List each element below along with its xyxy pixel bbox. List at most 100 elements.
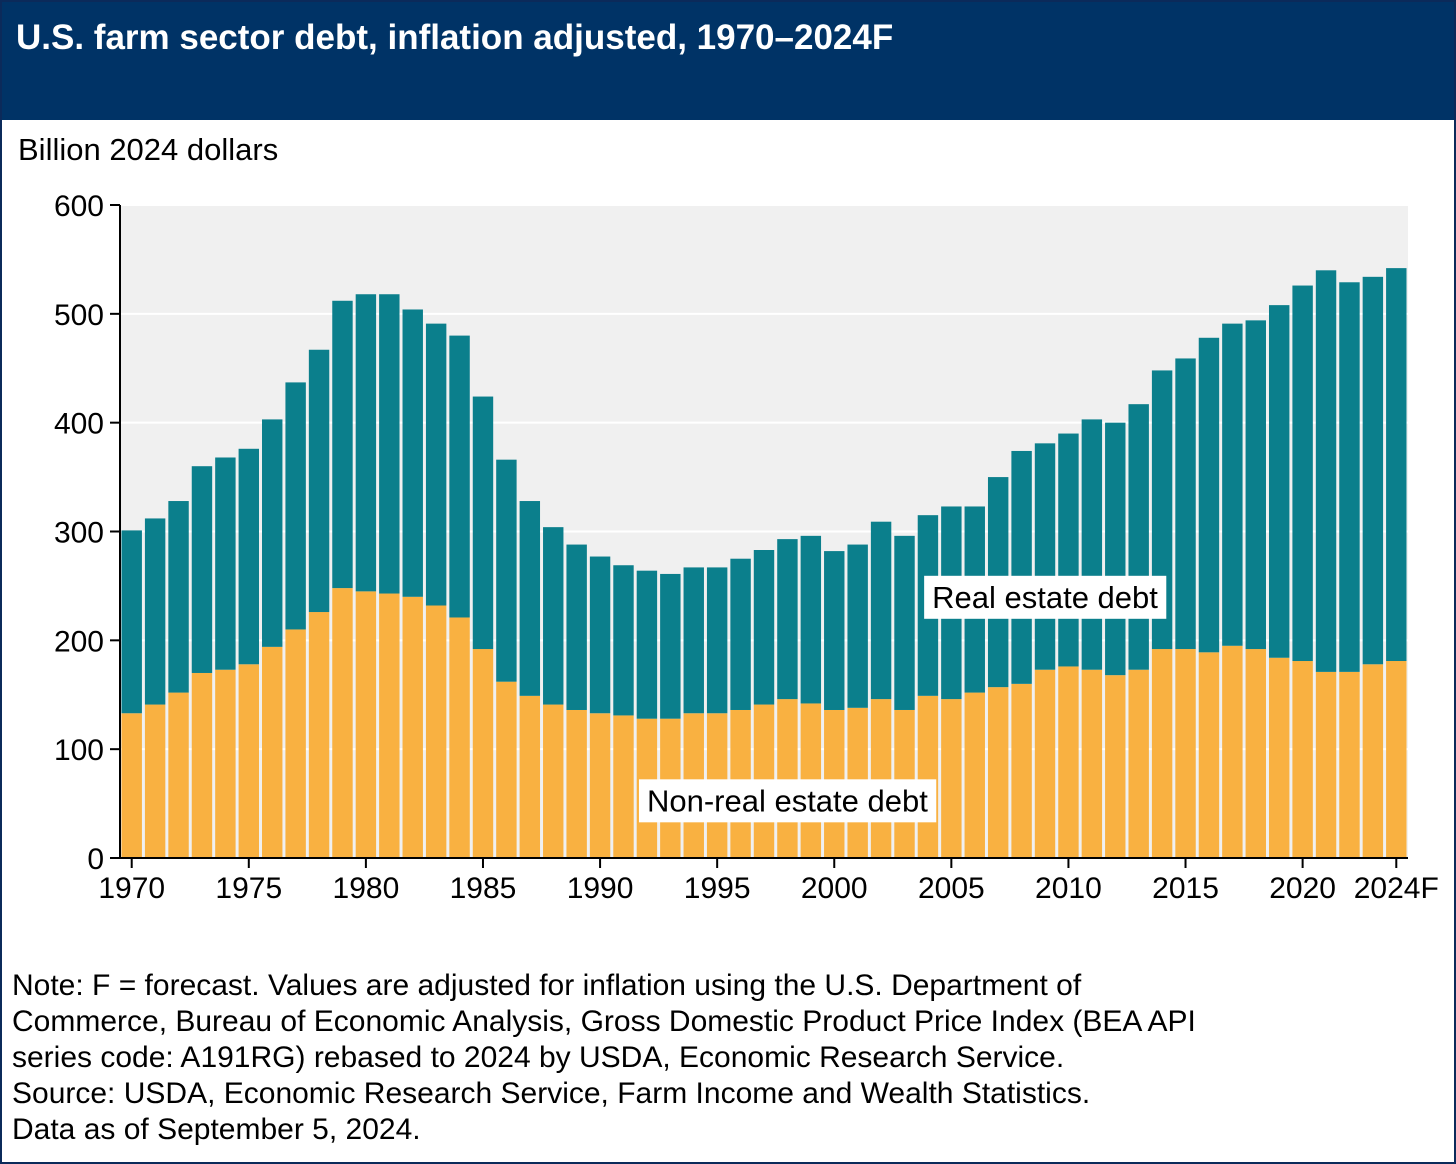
bar-non-real-estate [425, 605, 447, 858]
bar-non-real-estate [332, 588, 353, 858]
y-tick-label: 0 [87, 843, 104, 876]
x-tick-label: 2000 [801, 872, 868, 905]
bar-non-real-estate [1315, 671, 1337, 858]
bar-non-real-estate [1292, 661, 1313, 858]
annotation-box [924, 575, 1167, 619]
bar-real-estate [800, 535, 822, 704]
x-tick-labels: 1970 1975 1980 1985 1990 1995 2000 2005 2010 2015… [98, 872, 1438, 905]
bar-non-real-estate [1175, 649, 1196, 858]
bar-real-estate [660, 573, 681, 719]
bar-real-estate [730, 558, 751, 710]
bar-real-estate [425, 323, 447, 606]
bar-non-real-estate [941, 699, 962, 858]
bar-non-real-estate [1268, 657, 1290, 858]
footnote: Note: F = forecast. Values are adjusted … [12, 968, 1432, 1148]
bar-real-estate [589, 556, 611, 714]
bar-non-real-estate [308, 612, 330, 858]
source-line: Source: USDA, Economic Research Service,… [12, 1077, 1091, 1110]
bar-real-estate [519, 501, 541, 696]
bar-non-real-estate [1151, 649, 1173, 858]
bar-real-estate [683, 567, 704, 714]
bar-non-real-estate [1011, 683, 1032, 858]
bar-non-real-estate [1105, 675, 1126, 858]
bar-non-real-estate [355, 591, 377, 858]
bar-non-real-estate [1058, 666, 1079, 858]
bar-non-real-estate [917, 695, 939, 858]
x-tick-label: 2020 [1269, 872, 1336, 905]
bar-real-estate [332, 300, 353, 589]
note-line: Note: F = forecast. Values are adjusted … [12, 969, 1082, 1002]
label-non-real-estate-debt: Non-real estate debt [647, 783, 928, 818]
bar-non-real-estate [1386, 661, 1407, 858]
bar-real-estate [1315, 270, 1337, 672]
bar-real-estate [1339, 282, 1360, 672]
bar-real-estate [238, 448, 260, 665]
bar-non-real-estate [870, 699, 892, 858]
bar-non-real-estate [238, 664, 260, 858]
bar-real-estate [449, 335, 470, 618]
bar-real-estate [355, 294, 377, 592]
annotation-box [638, 779, 937, 823]
bar-real-estate [777, 539, 798, 700]
bar-real-estate [496, 459, 517, 682]
bar-non-real-estate [1081, 669, 1103, 858]
series-annotations: Real estate debt Non-real estate debt [638, 575, 1167, 823]
y-tick-labels: 0 100 200 300 400 500 600 [54, 190, 104, 876]
bar-real-estate [1292, 285, 1313, 662]
note-line: series code: A191RG) rebased to 2024 by … [12, 1041, 1065, 1074]
bar-real-estate [753, 550, 775, 705]
bar-non-real-estate [472, 649, 494, 858]
bar-non-real-estate [121, 713, 142, 858]
x-tick-label: 1990 [567, 872, 634, 905]
bar-real-estate [308, 349, 330, 613]
bar-non-real-estate [262, 646, 283, 858]
chart-title: U.S. farm sector debt, inflation adjuste… [16, 18, 894, 57]
x-tick-label: 2024F [1354, 872, 1439, 905]
bar-real-estate [1175, 358, 1196, 650]
bar-non-real-estate [379, 593, 400, 858]
bar-real-estate [1105, 422, 1126, 676]
bar-real-estate [706, 567, 728, 714]
bar-real-estate [543, 527, 564, 705]
x-tick-label: 1985 [450, 872, 517, 905]
note-line: Commerce, Bureau of Economic Analysis, G… [12, 1005, 1196, 1038]
bar-non-real-estate [566, 709, 587, 858]
bar-non-real-estate [1222, 645, 1243, 858]
y-axis-unit-label: Billion 2024 dollars [18, 132, 279, 167]
x-tick-label: 1980 [333, 872, 400, 905]
bar-non-real-estate [1198, 652, 1220, 858]
bar-non-real-estate [285, 629, 306, 858]
bar-non-real-estate [1128, 669, 1149, 858]
bar-real-estate [121, 530, 142, 714]
bar-non-real-estate [1245, 649, 1266, 858]
bar-real-estate [402, 309, 423, 597]
bar-real-estate [1362, 276, 1384, 665]
y-tick-label: 300 [54, 517, 104, 550]
bar-real-estate [1011, 450, 1032, 684]
x-tick-label: 1970 [98, 872, 165, 905]
bar-real-estate [870, 521, 892, 700]
y-tick-label: 100 [54, 734, 104, 767]
bar-real-estate [636, 570, 658, 719]
x-tick-label: 1975 [215, 872, 282, 905]
bar-non-real-estate [1339, 671, 1360, 858]
axes [110, 204, 1408, 868]
bar-real-estate [168, 501, 189, 693]
bar-real-estate [379, 294, 400, 594]
bar-real-estate [824, 551, 845, 710]
bar-non-real-estate [402, 596, 423, 858]
bar-non-real-estate [613, 715, 634, 858]
bar-non-real-estate [589, 713, 611, 858]
bar-non-real-estate [191, 672, 213, 858]
bar-real-estate [144, 518, 166, 705]
bar-non-real-estate [519, 695, 541, 858]
stacked-bar-chart: 0 100 200 300 400 500 600 1970 1975 1980 1985 1990… [54, 190, 1439, 905]
title-bar: U.S. farm sector debt, inflation adjuste… [2, 2, 1454, 120]
bar-non-real-estate [987, 687, 1009, 858]
bar-non-real-estate [144, 704, 166, 858]
y-tick-label: 200 [54, 625, 104, 658]
bar-non-real-estate [1034, 669, 1056, 858]
bar-non-real-estate [215, 669, 236, 858]
bar-real-estate [1081, 419, 1103, 670]
